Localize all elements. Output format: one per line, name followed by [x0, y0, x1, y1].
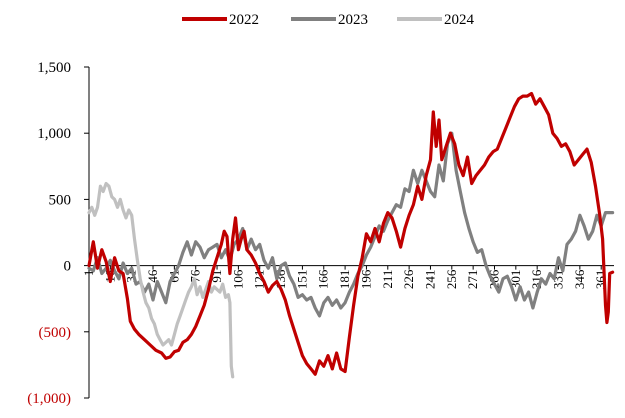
x-tick-label: 211 [380, 270, 395, 289]
legend-label-2024: 2024 [444, 12, 475, 28]
x-tick-label: 151 [294, 270, 309, 290]
series-line-2024 [87, 181, 235, 379]
x-tick-label: 1 [81, 270, 96, 277]
y-tick-label: (500) [39, 325, 72, 341]
legend: 2022 2023 2024 [182, 12, 475, 28]
x-tick-label: 166 [316, 269, 331, 289]
series-line-2023 [87, 131, 615, 318]
x-tick-label: 346 [572, 269, 587, 289]
x-tick-label: 181 [337, 270, 352, 290]
y-tick-label: 500 [49, 192, 72, 208]
x-tick-label: 76 [188, 269, 203, 283]
y-tick-label: 1,000 [37, 126, 71, 142]
series-group [87, 91, 615, 379]
x-tick-label: 226 [401, 269, 416, 289]
x-tick-label: 271 [465, 270, 480, 290]
x-tick-label: 121 [252, 270, 267, 290]
legend-label-2022: 2022 [229, 12, 259, 28]
series-line-2022 [87, 91, 615, 376]
x-tick-label: 196 [358, 269, 373, 289]
x-tick-label: 256 [444, 269, 459, 289]
y-tick-label: 0 [64, 259, 72, 275]
y-tick-label: (1,000) [27, 391, 71, 407]
y-tick-label: 1,500 [37, 60, 71, 76]
x-tick-label: 106 [230, 269, 245, 289]
x-tick-label: 241 [422, 270, 437, 290]
x-tick-label: 46 [145, 269, 160, 283]
legend-label-2023: 2023 [338, 12, 368, 28]
